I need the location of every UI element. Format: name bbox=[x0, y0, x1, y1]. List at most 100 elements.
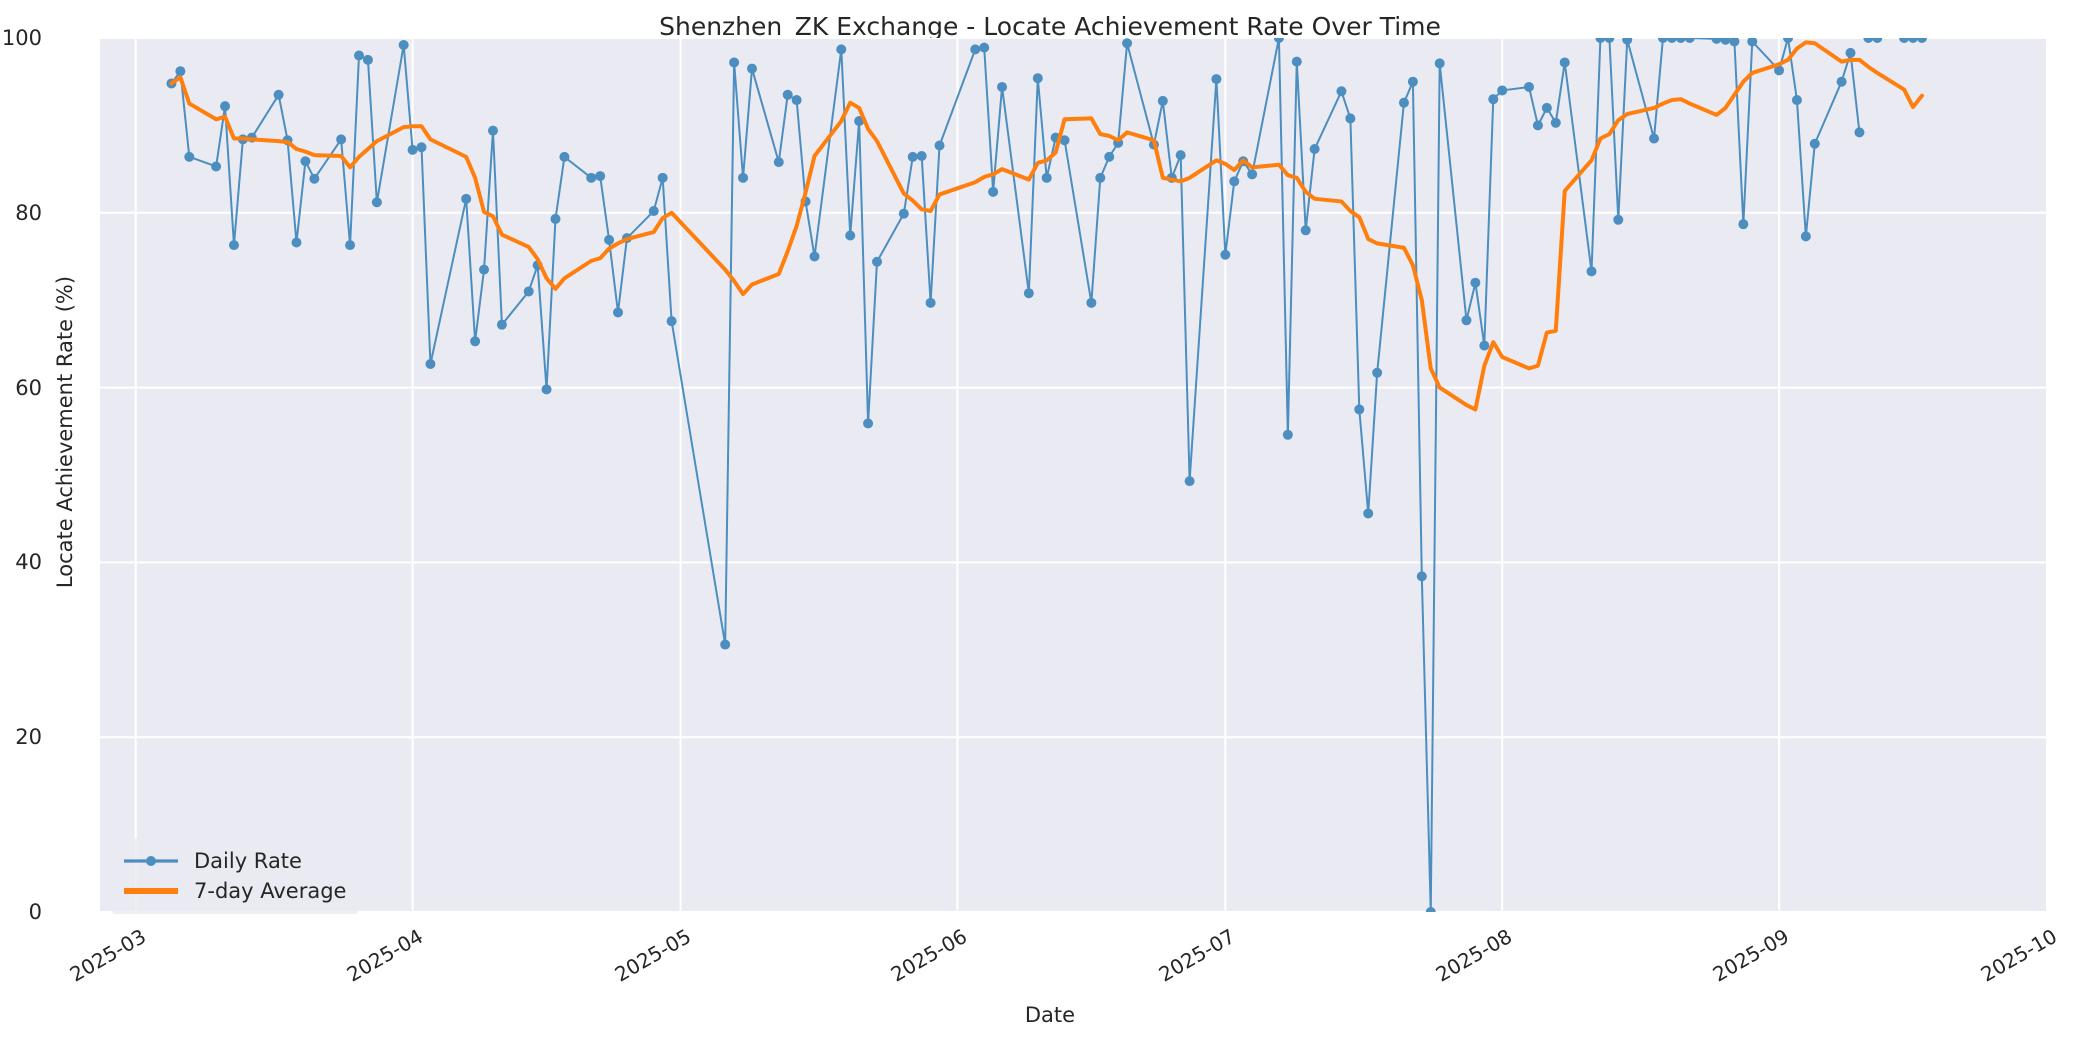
data-point bbox=[354, 50, 364, 61]
data-point bbox=[988, 186, 999, 197]
data-point bbox=[371, 197, 382, 208]
data-point bbox=[425, 359, 436, 369]
data-point bbox=[398, 39, 409, 50]
plot-area bbox=[100, 38, 2047, 912]
data-point bbox=[1407, 76, 1418, 87]
data-point bbox=[1354, 404, 1365, 415]
data-point bbox=[604, 234, 615, 245]
data-point bbox=[997, 81, 1008, 92]
data-point bbox=[1774, 65, 1785, 76]
data-point bbox=[729, 57, 740, 68]
data-point bbox=[309, 173, 320, 184]
data-point bbox=[1675, 38, 1686, 43]
data-point bbox=[863, 418, 874, 429]
data-point bbox=[487, 125, 498, 136]
data-point bbox=[1595, 38, 1606, 43]
data-point bbox=[1684, 38, 1695, 43]
y-axis-label: Locate Achievement Rate (%) bbox=[53, 275, 77, 589]
data-point bbox=[845, 230, 856, 241]
data-point bbox=[1908, 38, 1919, 43]
data-point bbox=[470, 336, 481, 347]
data-point bbox=[934, 140, 945, 151]
data-point bbox=[1916, 38, 1927, 43]
data-point bbox=[1336, 86, 1347, 97]
data-point bbox=[1470, 277, 1481, 288]
data-point bbox=[1720, 38, 1731, 45]
data-point bbox=[1532, 120, 1543, 131]
data-point bbox=[925, 297, 936, 308]
data-point bbox=[184, 151, 195, 162]
data-point bbox=[1657, 38, 1668, 43]
legend-label-seven-day-average: 7-day Average bbox=[194, 878, 347, 903]
gridlines bbox=[100, 38, 2047, 912]
data-point bbox=[586, 172, 597, 183]
legend-item-daily-rate[interactable]: Daily Rate bbox=[122, 846, 346, 876]
data-point bbox=[291, 237, 302, 248]
data-point bbox=[1836, 76, 1847, 87]
data-point bbox=[782, 89, 793, 100]
data-point bbox=[1309, 144, 1320, 154]
data-point bbox=[1291, 56, 1302, 67]
data-point bbox=[666, 316, 677, 327]
data-point bbox=[613, 307, 624, 318]
x-tick-label: 2025-05 bbox=[610, 924, 695, 987]
data-point bbox=[1398, 97, 1409, 108]
y-tick-label: 60 bbox=[15, 375, 42, 400]
data-point bbox=[1282, 429, 1293, 440]
data-point bbox=[1872, 38, 1883, 43]
data-point bbox=[1372, 367, 1383, 378]
data-point bbox=[1622, 38, 1633, 45]
y-tick-label: 80 bbox=[15, 200, 42, 225]
data-point bbox=[550, 213, 561, 224]
data-point bbox=[657, 172, 668, 183]
data-point bbox=[1273, 38, 1284, 43]
x-tick-label: 2025-10 bbox=[1976, 924, 2061, 987]
data-point bbox=[1059, 135, 1070, 146]
plot-svg bbox=[100, 38, 2047, 912]
data-point bbox=[1479, 340, 1490, 351]
data-point bbox=[907, 151, 918, 162]
data-point bbox=[746, 63, 757, 74]
data-point bbox=[836, 44, 847, 55]
data-point bbox=[1488, 94, 1499, 105]
data-point bbox=[1300, 225, 1311, 236]
data-point bbox=[1747, 38, 1758, 47]
data-point bbox=[220, 101, 231, 112]
data-point bbox=[1122, 38, 1133, 49]
data-point bbox=[1175, 150, 1186, 161]
y-tick-label: 0 bbox=[28, 900, 42, 924]
data-point bbox=[1023, 288, 1034, 299]
y-tick-label: 20 bbox=[15, 725, 42, 750]
data-point bbox=[872, 256, 883, 267]
data-point bbox=[1541, 102, 1552, 113]
series-line-daily-rate bbox=[170, 38, 1861, 912]
data-point bbox=[541, 384, 552, 395]
series-layer bbox=[166, 38, 1927, 912]
data-point bbox=[1416, 571, 1427, 582]
data-point bbox=[898, 208, 909, 219]
data-point bbox=[345, 240, 356, 251]
data-point bbox=[1649, 133, 1660, 144]
data-point bbox=[416, 142, 427, 153]
data-point bbox=[1247, 169, 1258, 180]
chart-title: Shenzhen_ZK Exchange - Locate Achievemen… bbox=[659, 12, 1441, 41]
data-point bbox=[970, 44, 981, 55]
data-point bbox=[336, 134, 347, 145]
data-point bbox=[1434, 58, 1445, 69]
data-point bbox=[1211, 74, 1222, 85]
data-point bbox=[1220, 249, 1231, 260]
data-point bbox=[1729, 38, 1740, 47]
y-tick-label: 100 bbox=[1, 26, 42, 50]
legend-swatch-seven-day-average bbox=[122, 880, 180, 902]
data-point bbox=[1738, 219, 1749, 230]
x-tick-label: 2025-07 bbox=[1154, 924, 1240, 987]
data-point bbox=[1095, 172, 1106, 183]
data-point bbox=[773, 157, 784, 168]
data-point bbox=[791, 95, 802, 106]
legend-item-seven-day-average[interactable]: 7-day Average bbox=[122, 876, 346, 906]
data-point bbox=[738, 172, 749, 183]
legend-swatch-daily-rate bbox=[122, 850, 180, 872]
data-point bbox=[362, 54, 373, 65]
data-point bbox=[1497, 85, 1508, 96]
